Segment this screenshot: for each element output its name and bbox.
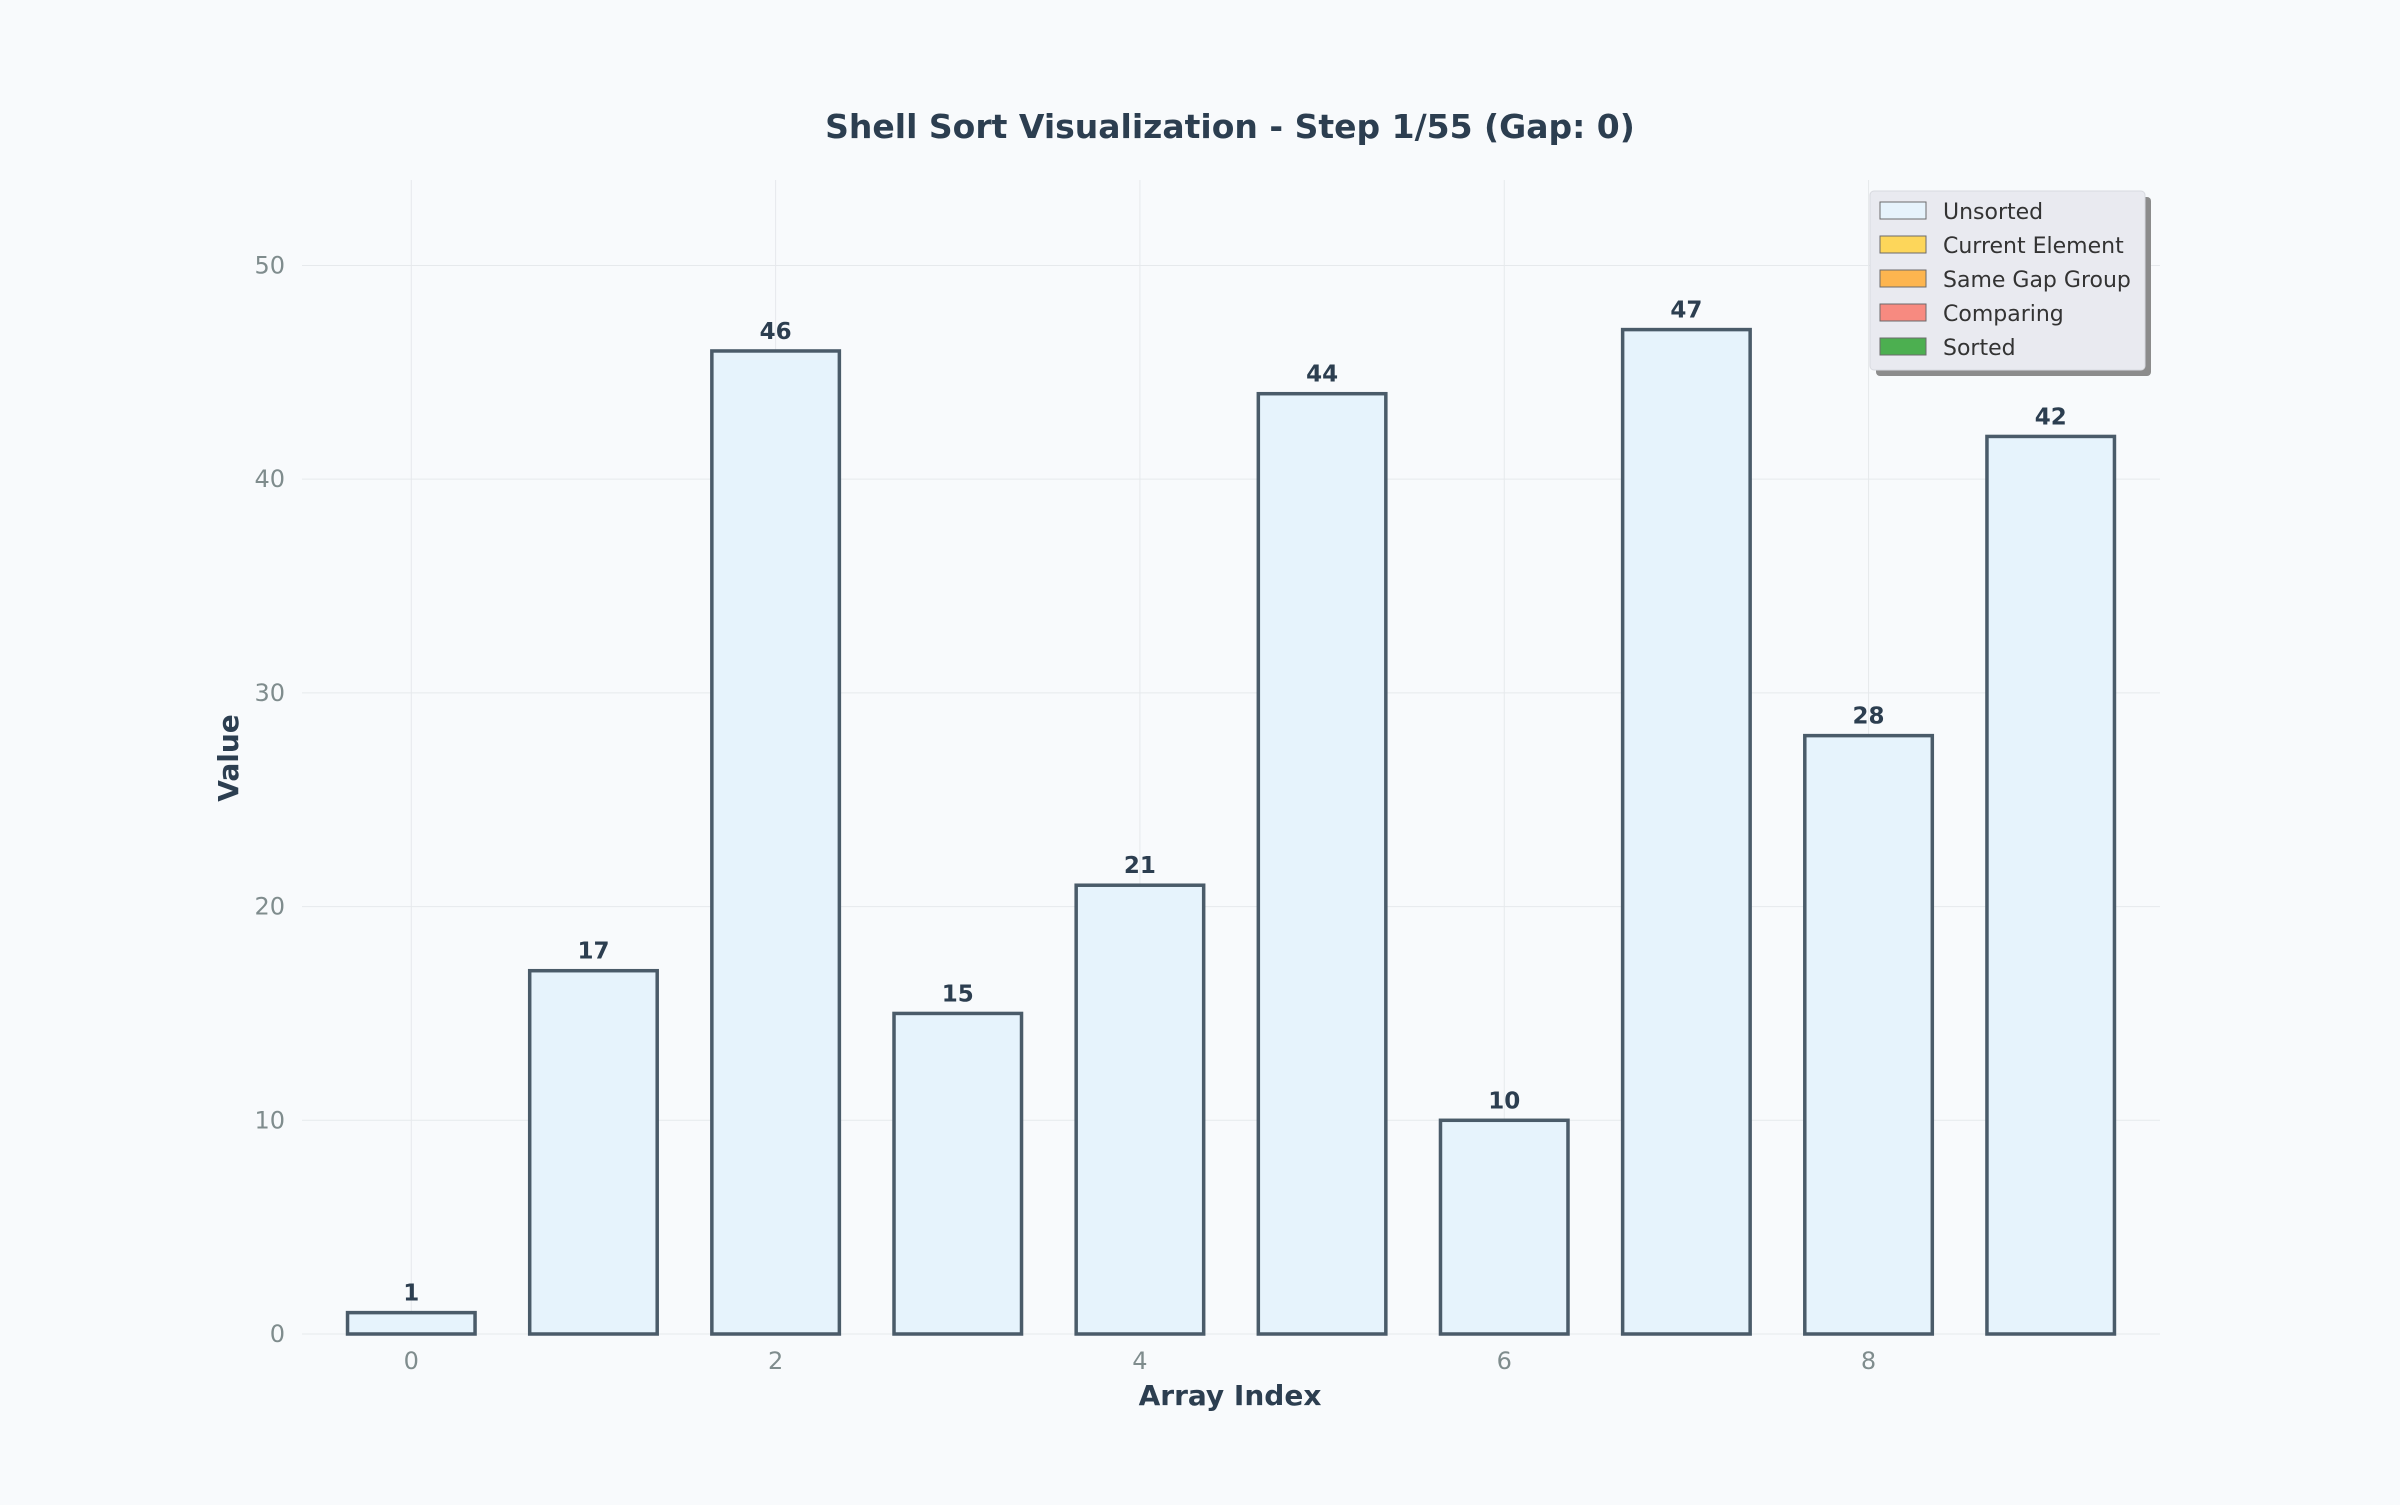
- y-tick-label: 50: [254, 251, 285, 279]
- bar: [1985, 434, 2117, 1336]
- x-tick-label: 0: [404, 1347, 419, 1375]
- bars: [345, 327, 2117, 1336]
- legend-label: Comparing: [1943, 302, 2064, 327]
- legend-swatch: [1879, 303, 1927, 322]
- y-axis-ticks: 0 10 20 30 40 50: [254, 251, 285, 1348]
- bar: [345, 1310, 477, 1336]
- legend-label: Unsorted: [1943, 200, 2043, 225]
- bar-value-label: 21: [1124, 853, 1156, 879]
- bar-value-label: 47: [1670, 298, 1702, 324]
- legend-label: Current Element: [1943, 234, 2124, 259]
- x-tick-label: 4: [1132, 1347, 1147, 1375]
- y-tick-label: 0: [270, 1320, 285, 1348]
- bar: [892, 1011, 1024, 1336]
- bar-value-label: 1: [403, 1281, 419, 1307]
- legend-swatch: [1879, 201, 1927, 220]
- bar-value-label: 42: [2035, 404, 2067, 430]
- bar: [710, 349, 842, 1336]
- bar: [527, 968, 659, 1336]
- bar-value-label: 46: [760, 319, 792, 345]
- bar: [1438, 1118, 1570, 1336]
- bar-value-label: 10: [1488, 1088, 1520, 1114]
- bar: [1074, 883, 1206, 1336]
- legend-label: Same Gap Group: [1943, 268, 2131, 293]
- legend-swatch: [1879, 269, 1927, 288]
- x-tick-label: 6: [1497, 1347, 1512, 1375]
- bar: [1803, 733, 1935, 1336]
- bar-value-labels: 1 17 46 15 21 44 10 47 28 42: [403, 298, 2066, 1307]
- bar-value-label: 44: [1306, 362, 1338, 388]
- x-axis-ticks: 0 2 4 6 8: [404, 1347, 1877, 1375]
- y-axis-label: Value: [212, 714, 245, 802]
- chart-title: Shell Sort Visualization - Step 1/55 (Ga…: [825, 107, 1635, 146]
- y-tick-label: 30: [254, 679, 285, 707]
- bar-value-label: 28: [1853, 704, 1885, 730]
- legend-swatch: [1879, 337, 1927, 356]
- x-tick-label: 2: [768, 1347, 783, 1375]
- legend-items: Unsorted Current Element Same Gap Group Com…: [1879, 200, 2131, 361]
- y-tick-label: 40: [254, 465, 285, 493]
- bar: [1620, 327, 1752, 1336]
- bar-value-label: 15: [942, 981, 974, 1007]
- y-tick-label: 10: [254, 1106, 285, 1134]
- x-tick-label: 8: [1861, 1347, 1876, 1375]
- legend-label: Sorted: [1943, 336, 2016, 361]
- bar: [1256, 391, 1388, 1336]
- legend: Unsorted Current Element Same Gap Group Com…: [1869, 190, 2151, 376]
- y-tick-label: 20: [254, 893, 285, 921]
- x-axis-label: Array Index: [1139, 1379, 1322, 1412]
- legend-swatch: [1879, 235, 1927, 254]
- bar-value-label: 17: [577, 939, 609, 965]
- legend-box: [1869, 190, 2146, 371]
